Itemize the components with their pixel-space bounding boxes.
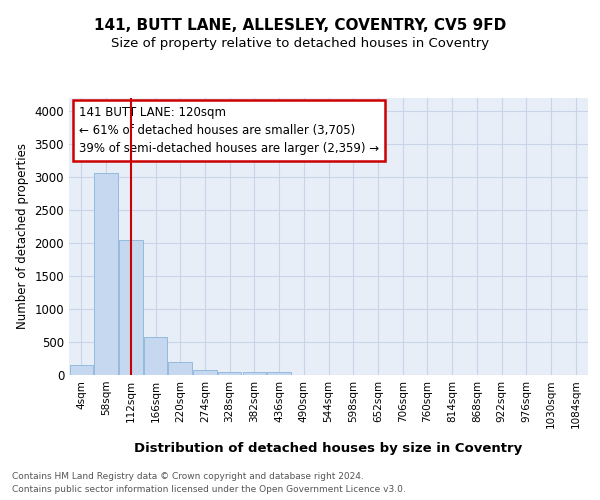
Bar bbox=[70, 365, 93, 375]
Bar bbox=[268, 372, 291, 375]
Bar bbox=[218, 372, 241, 375]
Bar bbox=[193, 370, 217, 375]
Bar bbox=[242, 372, 266, 375]
Bar bbox=[119, 240, 143, 375]
Text: 141, BUTT LANE, ALLESLEY, COVENTRY, CV5 9FD: 141, BUTT LANE, ALLESLEY, COVENTRY, CV5 … bbox=[94, 18, 506, 32]
Y-axis label: Number of detached properties: Number of detached properties bbox=[16, 143, 29, 329]
Text: 141 BUTT LANE: 120sqm
← 61% of detached houses are smaller (3,705)
39% of semi-d: 141 BUTT LANE: 120sqm ← 61% of detached … bbox=[79, 106, 380, 155]
Text: Size of property relative to detached houses in Coventry: Size of property relative to detached ho… bbox=[111, 38, 489, 51]
X-axis label: Distribution of detached houses by size in Coventry: Distribution of detached houses by size … bbox=[134, 442, 523, 456]
Bar bbox=[169, 362, 192, 375]
Text: Contains HM Land Registry data © Crown copyright and database right 2024.: Contains HM Land Registry data © Crown c… bbox=[12, 472, 364, 481]
Text: Contains public sector information licensed under the Open Government Licence v3: Contains public sector information licen… bbox=[12, 485, 406, 494]
Bar bbox=[94, 174, 118, 375]
Bar bbox=[144, 337, 167, 375]
